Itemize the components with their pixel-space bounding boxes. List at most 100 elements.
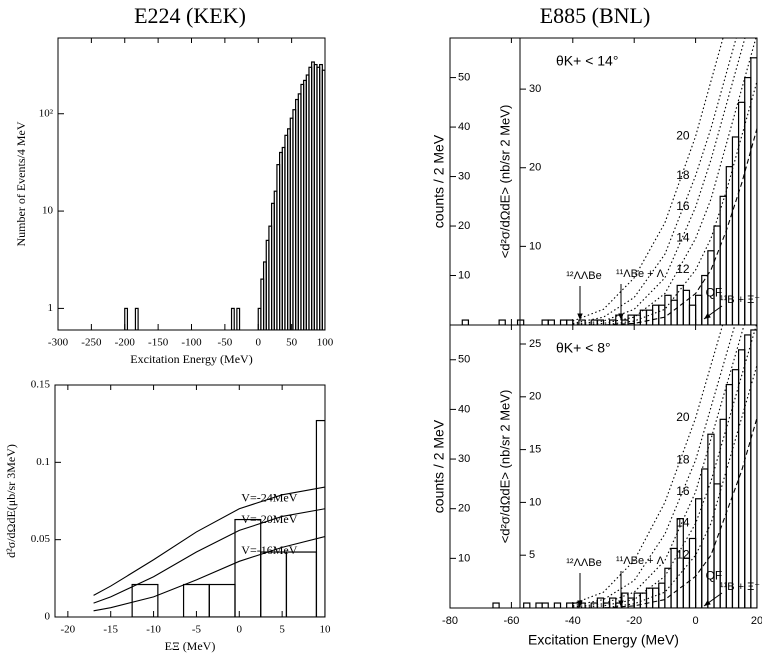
histogram-bar xyxy=(737,349,746,608)
histogram-bar xyxy=(645,587,654,608)
x-tick-label: 0 xyxy=(256,337,262,349)
histogram-bar xyxy=(701,468,709,608)
curve-label: 18 xyxy=(676,452,690,466)
histogram-bar xyxy=(315,419,325,617)
histogram-bar xyxy=(652,587,660,608)
x-tick-label: 20 xyxy=(751,615,762,627)
y2-tick-label: 20 xyxy=(529,391,541,403)
histogram-bar xyxy=(658,304,666,325)
y-tick-label: 40 xyxy=(458,403,470,415)
curve xyxy=(93,486,325,596)
curve xyxy=(572,38,746,325)
x-tick-label: 0 xyxy=(237,624,243,636)
histogram-bar xyxy=(658,582,666,608)
x-tick-label: -80 xyxy=(442,615,458,627)
y2-tick-label: 10 xyxy=(529,240,541,252)
curve-label: 16 xyxy=(676,199,690,213)
histogram-bar xyxy=(553,602,562,608)
y-tick-label: 20 xyxy=(458,503,470,515)
histogram-bar xyxy=(744,334,752,608)
y-tick-label: 10² xyxy=(39,107,54,119)
curve xyxy=(572,364,757,608)
x-tick-label: 0 xyxy=(693,615,699,627)
y2-tick-label: 30 xyxy=(529,83,541,95)
x-tick-label: -250 xyxy=(81,337,102,349)
histogram-bar xyxy=(676,518,684,608)
x-axis-label: Excitation Energy (MeV) xyxy=(528,632,679,648)
curve xyxy=(572,38,737,324)
x-tick-label: 100 xyxy=(317,337,334,349)
x-tick-label: 50 xyxy=(286,337,298,349)
arrow-head xyxy=(618,600,624,607)
histogram-bar xyxy=(208,583,236,617)
y-axis-label: counts / 2 MeV xyxy=(431,419,447,513)
curve-label: 14 xyxy=(676,516,690,530)
curve xyxy=(93,508,325,604)
histogram-bar xyxy=(236,307,241,330)
x-tick-label: 10 xyxy=(320,624,332,636)
y-tick-label: 10 xyxy=(458,269,470,281)
curve-label: 12 xyxy=(676,547,690,561)
curve-label: V=-16MeV xyxy=(241,543,297,557)
x-tick-label: -50 xyxy=(218,337,233,349)
curve xyxy=(93,536,325,612)
histogram-bar xyxy=(596,319,605,325)
histogram-bar xyxy=(285,551,318,617)
x-tick-label: -300 xyxy=(48,337,69,349)
curve-label: 20 xyxy=(676,128,690,142)
annotation: ¹¹ΛBe + Λ xyxy=(616,268,665,280)
x-tick-label: -5 xyxy=(192,624,202,636)
y-tick-label: 50 xyxy=(458,71,470,83)
curve xyxy=(572,128,757,325)
y-tick-label: 0.05 xyxy=(31,533,51,545)
histogram-bar xyxy=(131,583,159,617)
histogram-bar xyxy=(461,319,470,325)
y-tick-label: 50 xyxy=(458,354,470,366)
annotation: ¹²ΛΛBe xyxy=(566,270,601,282)
histogram-bar xyxy=(492,602,500,608)
histogram-bar xyxy=(134,307,139,330)
histogram-bar xyxy=(670,299,678,325)
histogram-bar xyxy=(664,294,672,325)
x-tick-label: -60 xyxy=(503,615,519,627)
histogram-bar xyxy=(682,289,691,325)
plot-frame xyxy=(449,324,758,609)
arrow-head xyxy=(618,313,624,320)
histogram-bar xyxy=(321,69,325,330)
y-tick-label: 20 xyxy=(458,220,470,232)
y2-tick-label: 25 xyxy=(529,338,541,350)
curve-label: 16 xyxy=(676,484,690,498)
y-tick-label: 40 xyxy=(458,121,470,133)
curve-label: QF xyxy=(706,286,723,300)
y-axis-label: d²σ/dΩdE(μb/sr 3MeV) xyxy=(4,444,18,558)
curve xyxy=(572,325,724,605)
curve-label: V=-24MeV xyxy=(241,490,297,504)
histogram-bar xyxy=(750,329,757,608)
histogram-bar xyxy=(566,319,574,325)
annotation: ¹¹B + Ξ⁻ xyxy=(720,294,760,306)
histogram-bar xyxy=(664,567,672,608)
curve xyxy=(572,325,757,608)
histogram-bar xyxy=(737,101,746,325)
y-tick-label: 0 xyxy=(45,611,51,623)
y-tick-label: 1 xyxy=(48,302,54,314)
x-tick-label: -15 xyxy=(103,624,118,636)
histogram-bar xyxy=(523,602,531,608)
y-axis-label: counts / 2 MeV xyxy=(431,134,447,228)
y-tick-label: 10 xyxy=(42,205,54,217)
arrow-head xyxy=(704,313,711,319)
curve-label: 14 xyxy=(676,231,690,245)
annotation: ¹¹B + Ξ⁻ xyxy=(720,581,760,593)
histogram-bar xyxy=(750,57,757,325)
curve-label: V=-20MeV xyxy=(241,512,297,526)
y2-tick-label: 15 xyxy=(529,444,541,456)
y-tick-label: 0.1 xyxy=(36,456,50,468)
histogram-bar xyxy=(535,602,543,608)
histogram-bar xyxy=(547,319,555,325)
curve xyxy=(572,417,757,608)
arrow-head xyxy=(577,600,583,607)
y2-tick-label: 20 xyxy=(529,162,541,174)
histogram-bar xyxy=(694,294,703,325)
y2-axis-label: <d²σ/dΩdE> (nb/sr 2 MeV) xyxy=(497,390,512,544)
